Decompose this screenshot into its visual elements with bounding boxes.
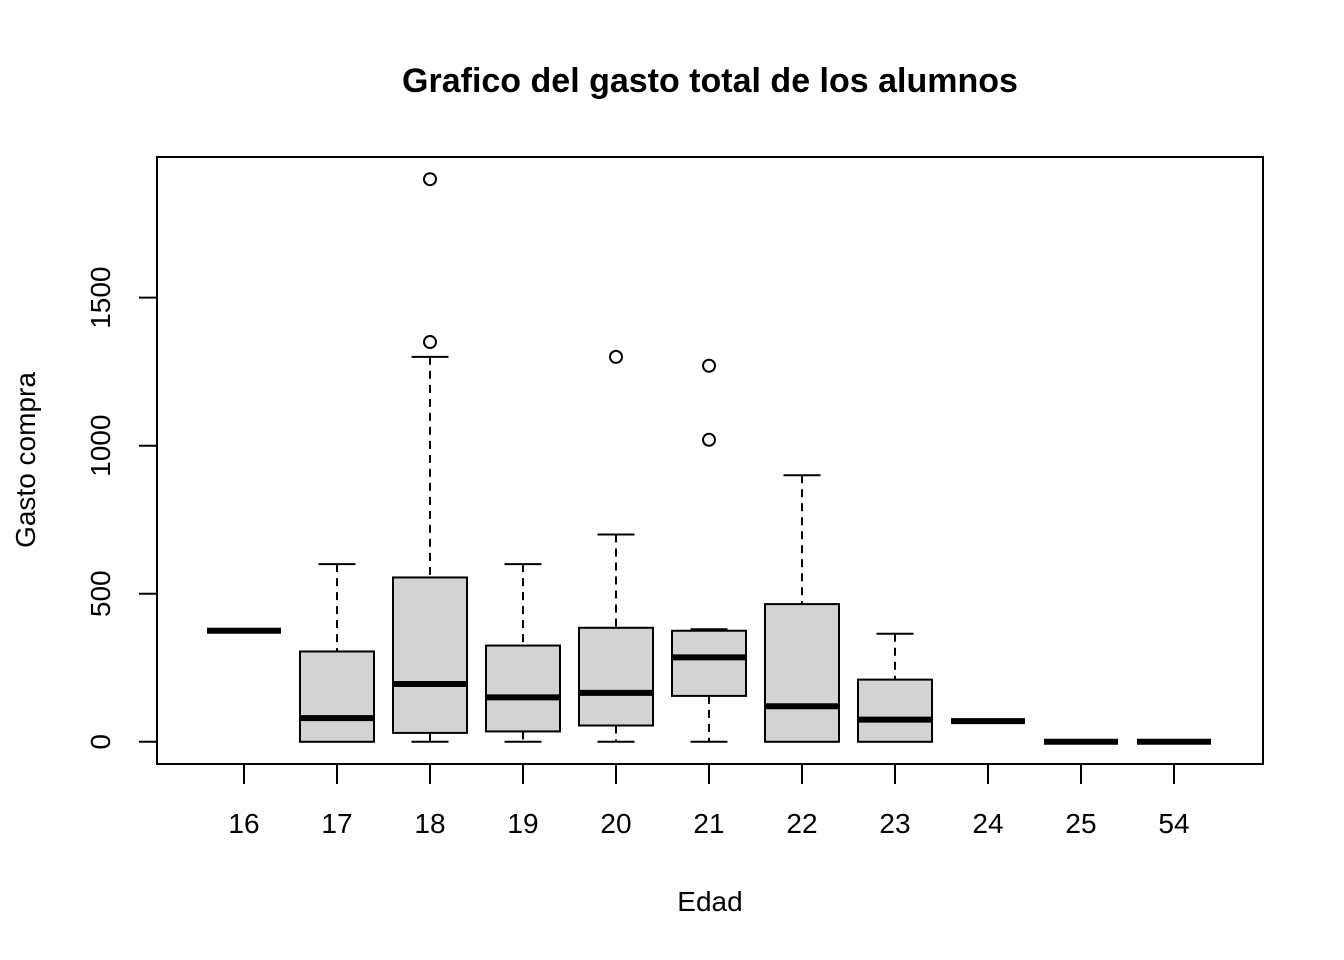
x-tick-label: 21 (693, 808, 724, 839)
outlier-point (609, 349, 623, 364)
iqr-box (392, 576, 468, 734)
x-tick-label: 25 (1065, 808, 1096, 839)
chart-title: Grafico del gasto total de los alumnos (402, 62, 1018, 100)
x-tick-label: 22 (786, 808, 817, 839)
box-19 (485, 563, 561, 743)
iqr-box (485, 644, 561, 733)
iqr-box (764, 603, 840, 743)
box-21 (671, 358, 747, 743)
box-22 (764, 474, 840, 743)
y-axis: 0 500 1000 1500 (85, 266, 158, 750)
outlier-point (702, 358, 716, 373)
x-axis-label: Edad (677, 886, 742, 917)
x-tick-label: 24 (972, 808, 1003, 839)
boxes-group (207, 172, 1211, 745)
x-tick-label: 19 (507, 808, 538, 839)
x-tick-label: 17 (321, 808, 352, 839)
x-tick-label: 23 (879, 808, 910, 839)
box-23 (857, 632, 933, 743)
y-tick-label: 1000 (85, 415, 116, 477)
y-tick-label: 0 (85, 734, 116, 750)
box-18 (392, 172, 468, 743)
x-tick-label: 54 (1158, 808, 1189, 839)
outlier-point (702, 432, 716, 447)
y-tick-label: 500 (85, 570, 116, 617)
outlier-point (423, 172, 437, 187)
x-tick-label: 20 (600, 808, 631, 839)
iqr-box (857, 678, 933, 743)
x-tick-label: 16 (228, 808, 259, 839)
box-20 (578, 349, 654, 743)
outlier-point (423, 335, 437, 350)
x-tick-label: 18 (414, 808, 445, 839)
iqr-box (299, 650, 375, 743)
box-17 (299, 563, 375, 743)
x-axis: 16 17 18 19 20 21 22 23 24 25 54 (228, 763, 1190, 839)
iqr-box (578, 626, 654, 727)
iqr-box (671, 629, 747, 697)
y-tick-label: 1500 (85, 266, 116, 328)
y-axis-label: Gasto compra (10, 372, 41, 548)
